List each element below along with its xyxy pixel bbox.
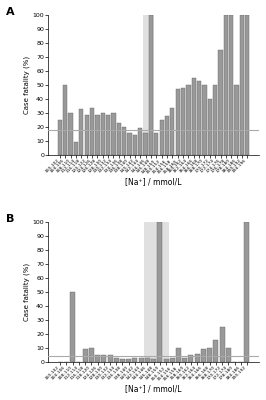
Bar bbox=[224, 15, 228, 155]
Bar bbox=[202, 85, 207, 155]
Bar bbox=[189, 355, 193, 362]
Bar bbox=[157, 222, 162, 362]
X-axis label: [Na⁺] / mmol/L: [Na⁺] / mmol/L bbox=[125, 177, 182, 186]
Bar bbox=[68, 113, 73, 155]
Bar bbox=[95, 114, 99, 155]
Bar bbox=[226, 348, 231, 362]
Bar bbox=[106, 114, 110, 155]
Bar bbox=[144, 222, 169, 362]
Bar bbox=[63, 85, 67, 155]
Bar bbox=[114, 358, 119, 362]
Bar bbox=[85, 114, 89, 155]
Bar bbox=[90, 108, 94, 155]
Bar bbox=[101, 355, 106, 362]
Y-axis label: Case fatality (%): Case fatality (%) bbox=[23, 263, 30, 321]
Bar bbox=[120, 359, 125, 362]
Bar bbox=[139, 358, 144, 362]
Bar bbox=[186, 85, 190, 155]
Bar bbox=[234, 85, 239, 155]
Bar bbox=[164, 359, 169, 362]
Bar bbox=[83, 350, 88, 362]
Bar bbox=[229, 15, 233, 155]
Bar bbox=[197, 81, 201, 155]
Bar bbox=[111, 113, 116, 155]
Bar bbox=[208, 99, 212, 155]
Bar bbox=[127, 133, 132, 155]
Bar bbox=[101, 113, 105, 155]
Bar bbox=[213, 85, 217, 155]
Bar bbox=[181, 88, 185, 155]
Bar bbox=[58, 120, 62, 155]
Bar bbox=[192, 78, 196, 155]
Bar bbox=[117, 123, 121, 155]
Bar bbox=[201, 350, 206, 362]
Bar bbox=[195, 354, 200, 362]
Bar bbox=[245, 15, 250, 155]
Bar bbox=[160, 120, 164, 155]
Y-axis label: Case fatality (%): Case fatality (%) bbox=[23, 56, 30, 114]
Bar bbox=[213, 340, 218, 362]
Bar bbox=[218, 50, 223, 155]
Bar bbox=[182, 358, 187, 362]
Bar bbox=[149, 15, 153, 155]
Bar bbox=[122, 127, 126, 155]
X-axis label: [Na⁺] / mmol/L: [Na⁺] / mmol/L bbox=[125, 384, 182, 393]
Bar bbox=[176, 348, 181, 362]
Bar bbox=[240, 15, 244, 155]
Text: B: B bbox=[6, 214, 14, 224]
Bar bbox=[165, 116, 169, 155]
Bar bbox=[176, 89, 180, 155]
Bar bbox=[126, 359, 131, 362]
Bar bbox=[107, 355, 113, 362]
Text: A: A bbox=[6, 7, 15, 17]
Bar bbox=[70, 292, 75, 362]
Bar bbox=[133, 136, 137, 155]
Bar bbox=[170, 358, 175, 362]
Bar bbox=[220, 327, 225, 362]
Bar bbox=[244, 222, 250, 362]
Bar bbox=[143, 133, 148, 155]
Bar bbox=[79, 109, 84, 155]
Bar bbox=[170, 108, 174, 155]
Bar bbox=[154, 133, 159, 155]
Bar bbox=[132, 358, 138, 362]
Bar bbox=[95, 355, 100, 362]
Bar bbox=[143, 15, 154, 155]
Bar bbox=[151, 359, 156, 362]
Bar bbox=[145, 358, 150, 362]
Bar bbox=[207, 348, 212, 362]
Bar bbox=[74, 142, 78, 155]
Bar bbox=[138, 128, 142, 155]
Bar bbox=[89, 348, 94, 362]
